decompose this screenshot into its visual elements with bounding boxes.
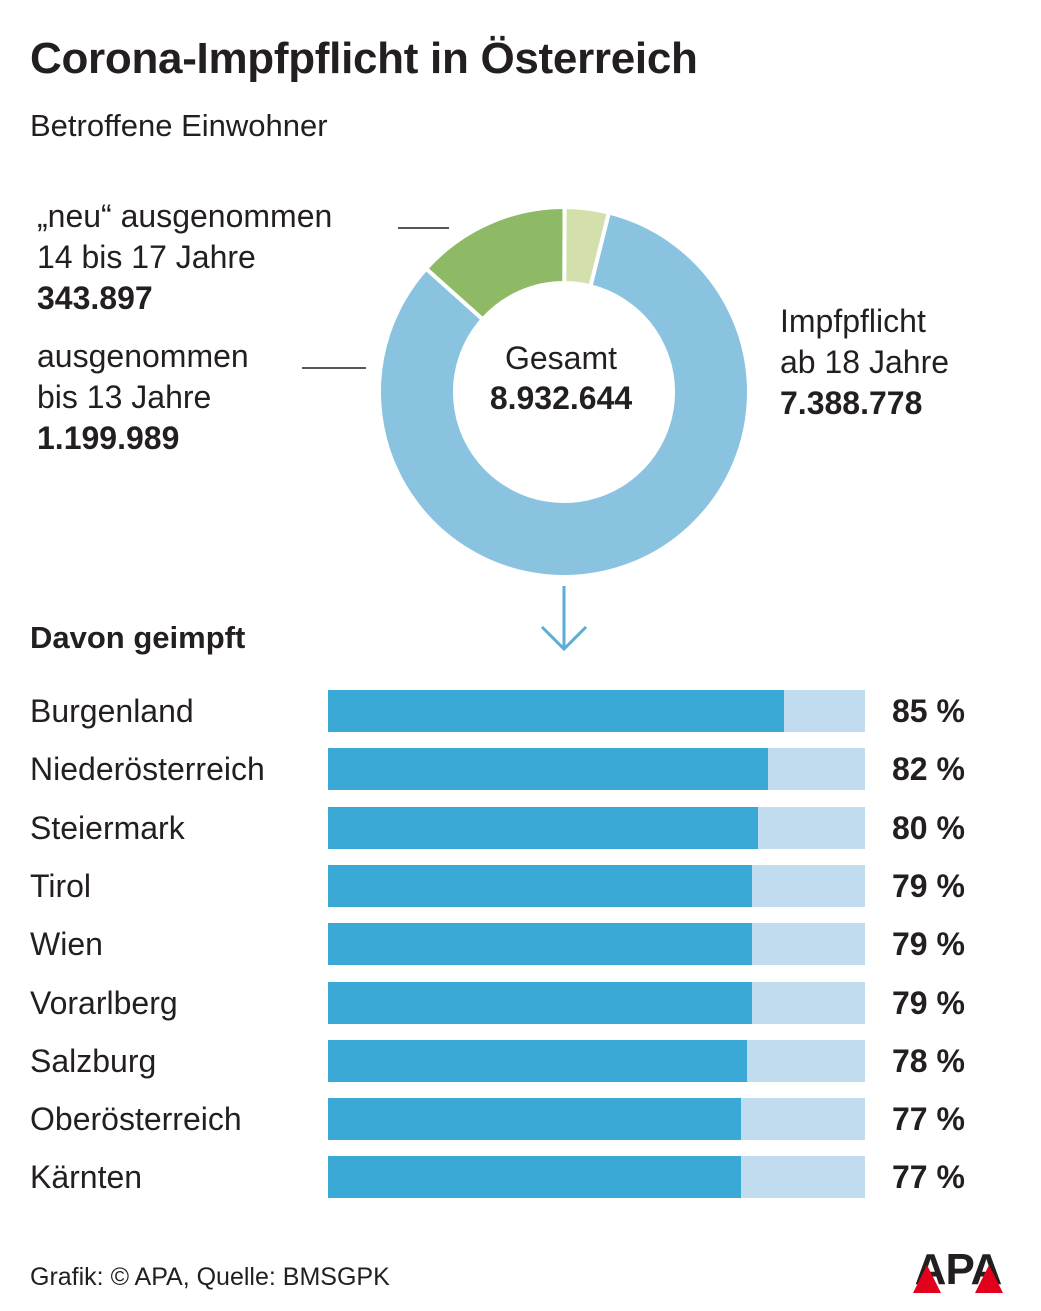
bar-category-label: Niederösterreich	[30, 751, 265, 788]
bar-track	[328, 690, 865, 732]
bar	[328, 748, 769, 791]
bar	[328, 1156, 742, 1199]
slice-label-impfpflicht: Impfpflicht ab 18 Jahre 7.388.778	[780, 303, 950, 421]
bar-value-label: 77 %	[892, 1159, 965, 1196]
bar-value-label: 85 %	[892, 693, 965, 729]
bar-track	[328, 806, 865, 849]
donut-slice-impfpflicht	[377, 210, 751, 579]
bar-row: Steiermark 80 %	[0, 806, 1041, 849]
bar	[328, 1039, 747, 1082]
bar-track	[328, 981, 865, 1024]
bar-category-label: Kärnten	[30, 1159, 143, 1196]
slice-label-neu-ausgenommen: „neu“ ausgenommen 14 bis 17 Jahre 343.89…	[37, 198, 333, 316]
bar-value-label: 78 %	[892, 1042, 965, 1079]
chart-title: Corona-Impfpflicht in Österreich	[30, 34, 698, 83]
bar	[328, 690, 785, 732]
bar-row: Wien 79 %	[0, 923, 1041, 966]
slice-label-bis-13: ausgenommen bis 13 Jahre 1.199.989	[37, 338, 249, 456]
bar-category-label: Wien	[30, 926, 103, 963]
bar	[328, 864, 753, 907]
bar-row: Burgenland 85 %	[0, 690, 1041, 732]
bar-value-label: 82 %	[892, 751, 965, 788]
bar-track	[328, 1156, 865, 1199]
bar-row: Tirol 79 %	[0, 864, 1041, 907]
bar-category-label: Tirol	[30, 867, 92, 904]
down-arrow-icon	[540, 586, 588, 652]
apa-logo: APA	[913, 1247, 1003, 1293]
bar-value-label: 80 %	[892, 809, 965, 846]
bar	[328, 806, 758, 849]
bar-track	[328, 864, 865, 907]
bar-track	[328, 923, 865, 966]
bar	[328, 981, 753, 1024]
bar	[328, 1098, 742, 1141]
bar-category-label: Steiermark	[30, 809, 185, 846]
bar-category-label: Burgenland	[30, 693, 194, 729]
bar-value-label: 79 %	[892, 926, 965, 963]
bar-row: Niederösterreich 82 %	[0, 748, 1041, 791]
bar-row: Kärnten 77 %	[0, 1156, 1041, 1199]
bar-value-label: 79 %	[892, 867, 965, 904]
donut-slice-14-17	[562, 204, 612, 289]
bar-track	[328, 748, 865, 791]
bar-category-label: Salzburg	[30, 1042, 157, 1079]
donut-center-label: Gesamt 8.932.644	[489, 340, 633, 416]
bar-row: Salzburg 78 %	[0, 1039, 1041, 1082]
bar	[328, 923, 753, 966]
bar-row: Vorarlberg 79 %	[0, 981, 1041, 1024]
bar-track	[328, 1039, 865, 1082]
bar-category-label: Vorarlberg	[30, 984, 178, 1021]
bar-category-label: Oberösterreich	[30, 1101, 242, 1138]
donut-chart	[302, 204, 751, 652]
bar-track	[328, 1098, 865, 1141]
bar-value-label: 77 %	[892, 1101, 965, 1138]
bar-section-title: Davon geimpft	[30, 620, 246, 655]
source-note: Grafik: © APA, Quelle: BMSGPK	[30, 1263, 390, 1291]
chart-subtitle: Betroffene Einwohner	[30, 108, 328, 143]
bar-value-label: 79 %	[892, 984, 965, 1021]
bar-row: Oberösterreich 77 %	[0, 1098, 1041, 1141]
